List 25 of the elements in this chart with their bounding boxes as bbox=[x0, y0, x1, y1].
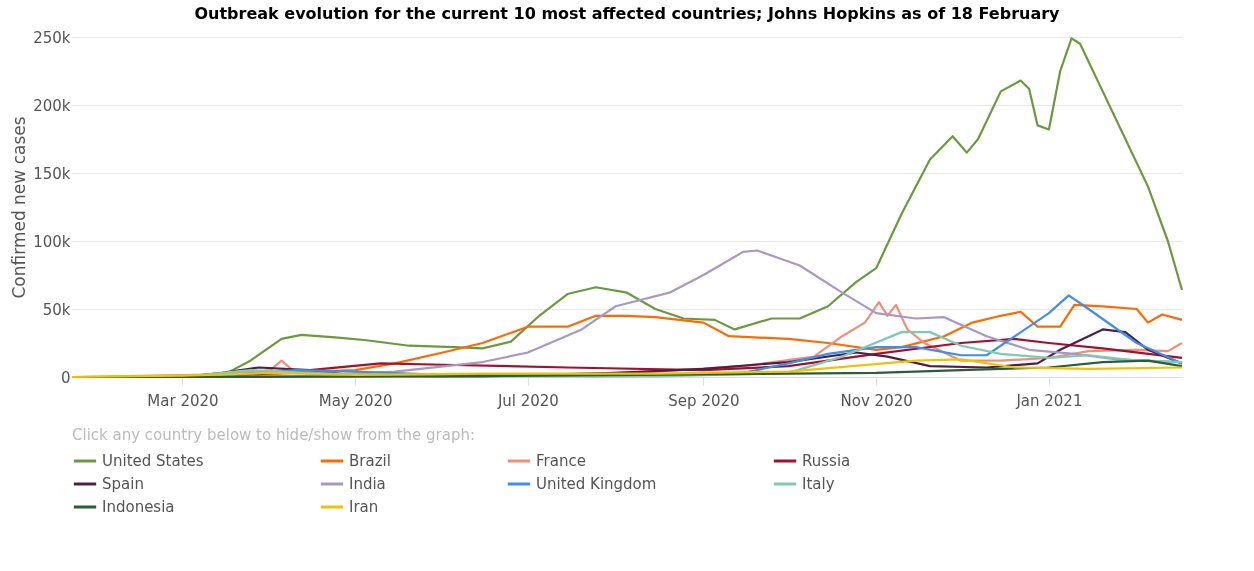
y-tick-label: 250k bbox=[33, 28, 71, 47]
legend-label: Indonesia bbox=[102, 498, 175, 516]
legend-label: Spain bbox=[102, 475, 144, 493]
legend-title: Click any country below to hide/show from the graph: bbox=[72, 426, 475, 444]
legend-label: United Kingdom bbox=[536, 475, 657, 493]
y-tick-label: 100k bbox=[33, 232, 71, 251]
x-tick-label: Mar 2020 bbox=[147, 391, 219, 410]
x-tick-label: Nov 2020 bbox=[840, 391, 913, 410]
x-tick-label: Sep 2020 bbox=[668, 391, 740, 410]
legend-label: Brazil bbox=[349, 452, 391, 470]
y-tick-label: 50k bbox=[42, 300, 71, 319]
x-tick-label: May 2020 bbox=[318, 391, 393, 410]
x-tick-label: Jul 2020 bbox=[496, 391, 559, 410]
y-tick-label: 200k bbox=[33, 96, 71, 115]
legend-label: Italy bbox=[802, 475, 835, 493]
legend-label: Iran bbox=[349, 498, 379, 516]
chart-title: Outbreak evolution for the current 10 most affected countries; Johns Hopkins as of 18 February bbox=[194, 4, 1061, 23]
y-axis-title: Confirmed new cases bbox=[9, 116, 30, 299]
y-tick-label: 150k bbox=[33, 164, 71, 183]
legend-label: India bbox=[349, 475, 386, 493]
legend-label: United States bbox=[102, 452, 204, 470]
y-tick-label: 0 bbox=[60, 368, 71, 387]
legend-label: France bbox=[536, 452, 586, 470]
legend-label: Russia bbox=[802, 452, 851, 470]
x-tick-label: Jan 2021 bbox=[1015, 391, 1083, 410]
